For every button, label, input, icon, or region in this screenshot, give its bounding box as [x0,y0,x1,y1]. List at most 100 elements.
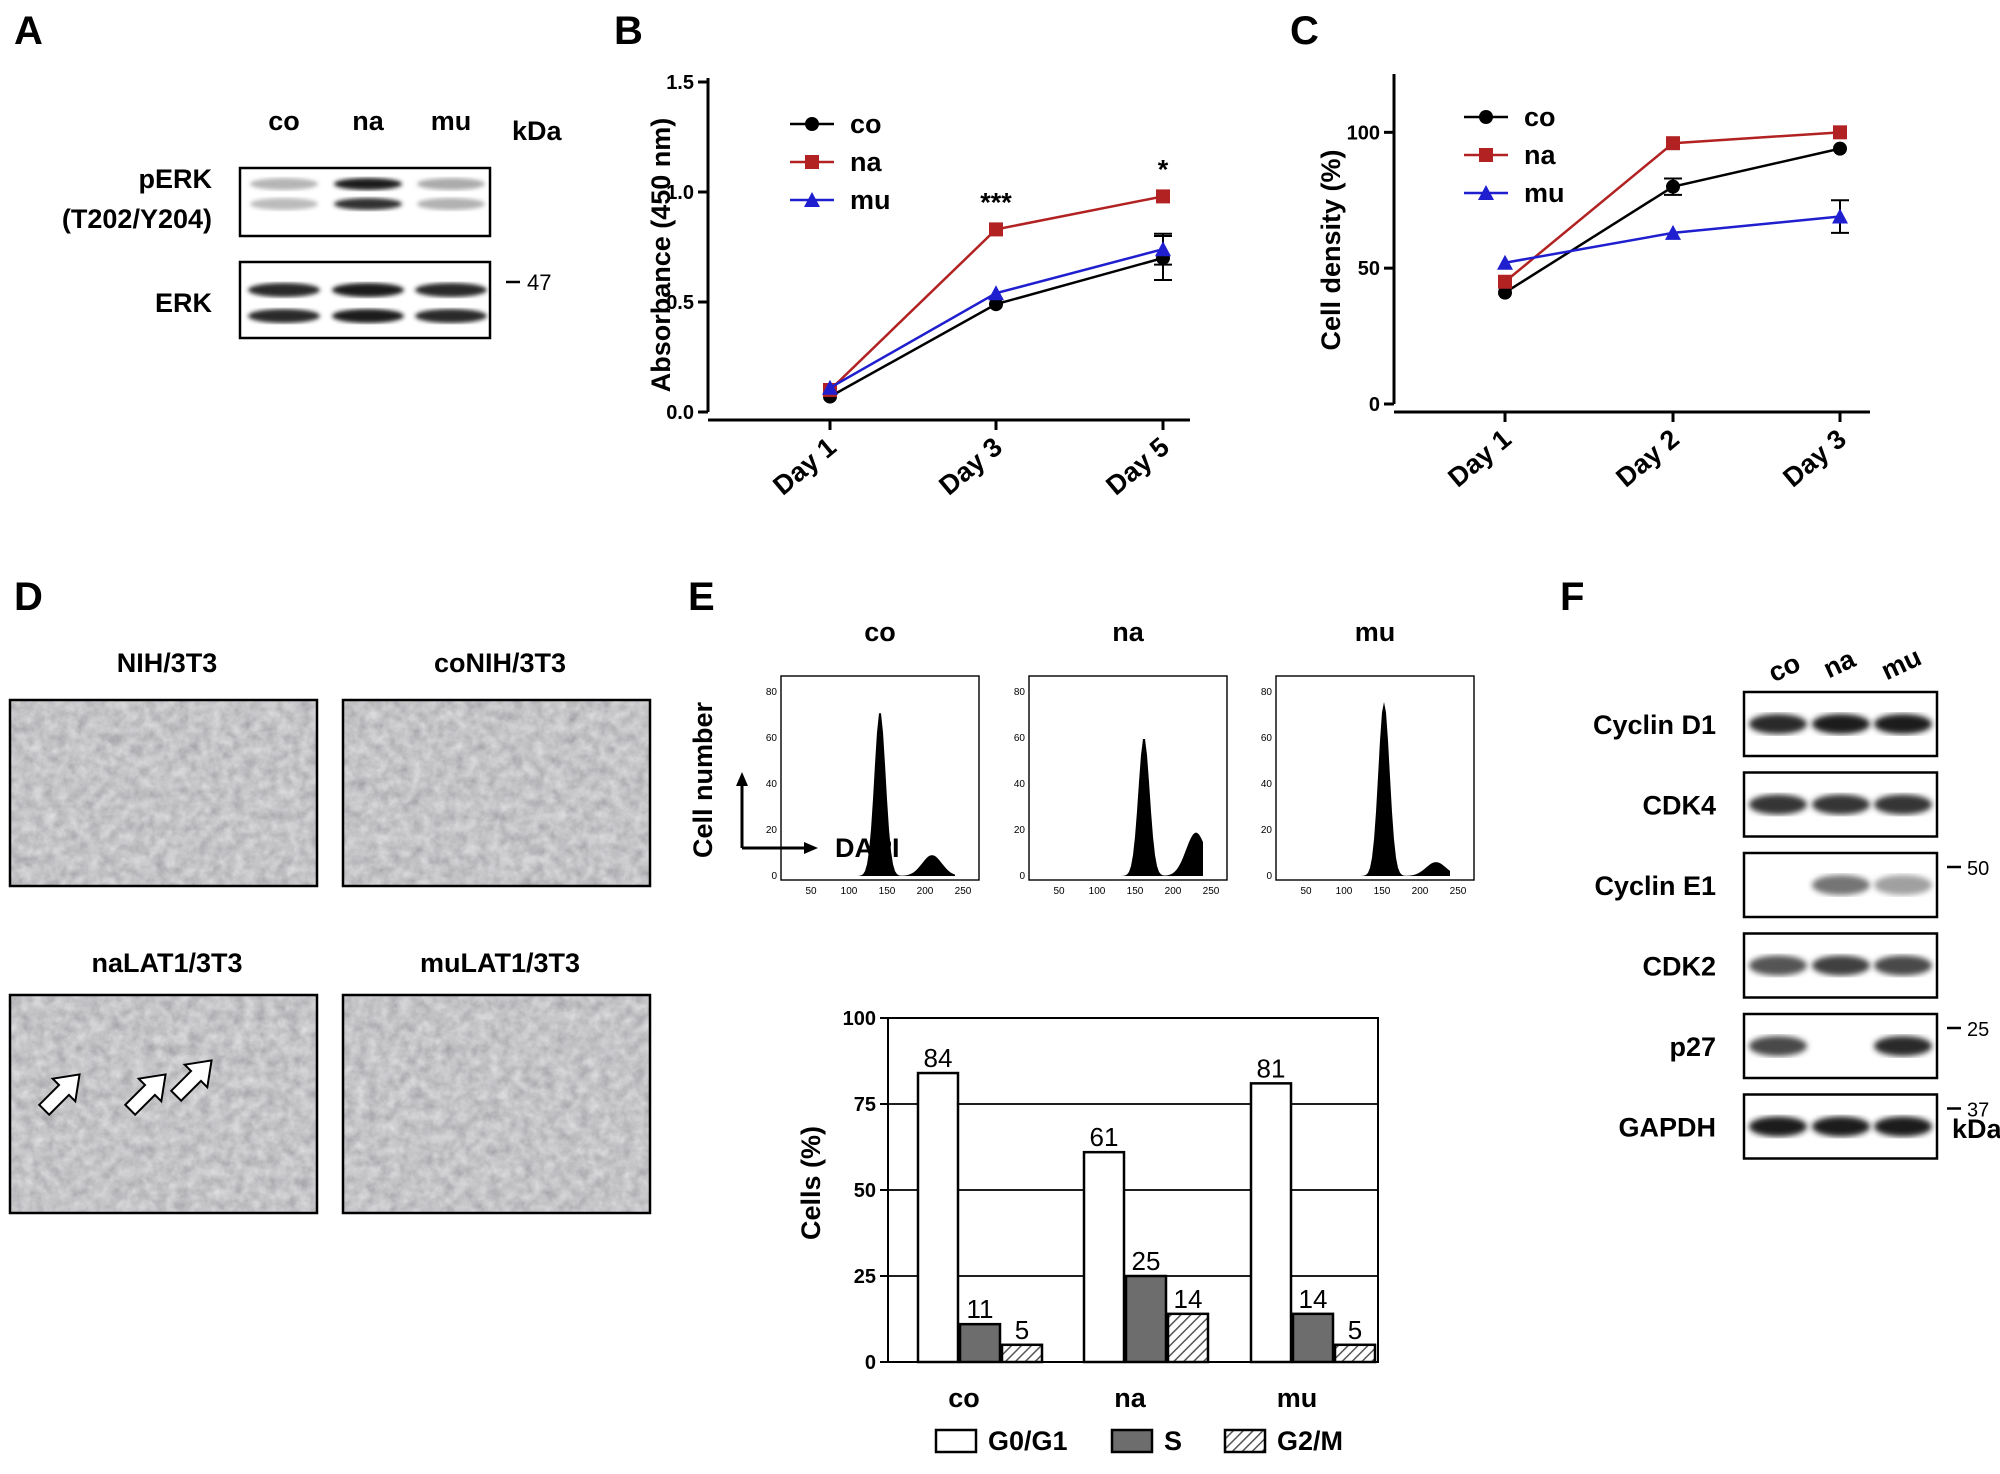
arrow-icon [123,1073,167,1117]
histogram-x-tick-label: 250 [955,886,972,897]
band [1749,794,1807,815]
blot-label-cyclin-e1: Cyclin E1 [1594,871,1716,901]
micrograph-nih3t3 [8,698,319,888]
data-point [805,117,819,131]
data-point [1156,189,1170,204]
band [1749,714,1807,734]
y-tick-label: 25 [854,1266,876,1288]
bar-value-label: 11 [967,1294,994,1324]
legend-label-G2M: G2/M [1277,1426,1343,1456]
bar-G0G1-na [1082,1150,1126,1364]
band [248,309,320,323]
panel-b-letter: B [614,9,643,53]
x-category-label-mu: mu [1277,1383,1318,1413]
x-tick-label: Day 3 [1777,424,1851,493]
arrow-up-icon [736,772,748,786]
histogram-x-tick-label: 100 [1336,886,1353,897]
band [1749,1116,1807,1137]
data-point [1479,148,1493,162]
x-tick-label: Day 2 [1610,424,1684,493]
histogram-frame [780,675,980,881]
histogram-x-tick-label: 250 [1203,886,1220,897]
marker-label: 25 [1967,1019,1989,1041]
panel-a-letter: A [14,9,43,53]
blot-label-p27: p27 [1669,1032,1716,1062]
panel-a-marker-47: 47 [527,270,551,295]
data-point [1833,141,1847,156]
cell-cycle-bar-chart: 0 25 50 75 100 co 84 11 5 na 61 25 14 mu 81 14 5 G0/G1 S G2… [843,1008,1379,1456]
data-point [804,192,820,207]
micrograph-conih3t3 [341,698,652,888]
panel-f: F co na mu Cyclin D1 CDK4 Cyclin E1 50 CDK2 p… [1560,575,2000,1160]
y-tick-label: 75 [854,1094,876,1116]
histogram-area [1053,738,1203,876]
histogram-y-tick-label: 60 [1261,733,1273,744]
band [1812,955,1870,976]
histogram-frame [1028,675,1228,881]
legend-label-mu: mu [1524,178,1565,208]
y-tick-label: 100 [1347,122,1380,144]
band [250,178,318,190]
histogram-x-tick-label: 200 [1165,886,1182,897]
y-tick-label: 1.0 [666,182,694,204]
histogram-x-tick-label: 150 [1374,886,1391,897]
histogram-y-tick-label: 60 [766,733,778,744]
blot-label-gapdh: GAPDH [1618,1113,1716,1143]
bar-G2M-na [1166,1312,1210,1364]
data-point [1666,136,1680,151]
bar-G2M-mu [1333,1343,1377,1364]
panel-d-letter: D [14,575,43,619]
bar-G0G1-mu [1249,1082,1293,1364]
band [415,283,487,297]
legend-swatch-S [1110,1428,1154,1454]
data-point [1479,110,1493,124]
band [1749,955,1807,976]
data-point [1833,125,1847,140]
legend-swatch-G0G1 [934,1428,978,1454]
histogram-x-tick-label: 150 [879,886,896,897]
bar-S-co [958,1322,1002,1364]
y-tick-label: 0.5 [666,292,694,314]
significance-label: *** [980,187,1012,217]
blot-erk [238,260,492,340]
micrograph-nalat1 [8,993,319,1215]
band [332,283,404,297]
panel-f-blots: Cyclin D1 CDK4 Cyclin E1 50 CDK2 p27 25 GAPDH 37 [1593,690,1989,1160]
data-point [1665,224,1681,240]
histogram-x-tick-label: 100 [1089,886,1106,897]
image-caption-nalat1: naLAT1/3T3 [91,948,242,978]
series-line-co [829,256,1164,398]
panel-b-ylabel: Absorbance (450 nm) [646,118,676,393]
histogram-area [1300,702,1450,876]
panel-a-lane-mu: mu [431,106,472,136]
data-point [1478,185,1494,200]
marker-label: 50 [1967,858,1989,880]
histogram-title-co: co [864,617,896,647]
legend-label-na: na [1524,140,1556,170]
blot-label-cyclin-d1: Cyclin D1 [1593,710,1716,740]
band [334,178,402,190]
panel-a: A co na mu kDa pERK (T202/Y204) ERK 47 [14,9,563,340]
histogram-y-tick-label: 20 [1014,825,1026,836]
image-caption-nih3t3: NIH/3T3 [117,648,218,678]
panel-e-letter: E [688,575,715,619]
legend-swatch-G2M [1223,1428,1267,1454]
arrow-right-icon [804,842,818,854]
legend-label-co: co [1524,102,1556,132]
bar-value-label: 5 [1348,1315,1362,1345]
histogram-y-tick-label: 60 [1014,733,1026,744]
blot-perk-sublabel: (T202/Y204) [62,204,212,234]
x-tick-label: Day 5 [1100,432,1174,501]
legend-label-na: na [850,147,882,177]
band [1874,714,1932,734]
data-point [1666,179,1680,194]
bar-S-mu [1291,1312,1335,1364]
panel-a-lane-co: co [268,106,300,136]
panel-d: D NIH/3T3 coNIH/3T3 naLAT1/3T3 muLAT1/3T… [8,575,652,1215]
histogram-y-tick-label: 0 [1266,871,1272,882]
bar-value-label: 5 [1015,1315,1029,1345]
histogram-x-tick-label: 150 [1127,886,1144,897]
histogram-y-tick-label: 20 [1261,825,1273,836]
y-tick-label: 0 [865,1352,876,1374]
